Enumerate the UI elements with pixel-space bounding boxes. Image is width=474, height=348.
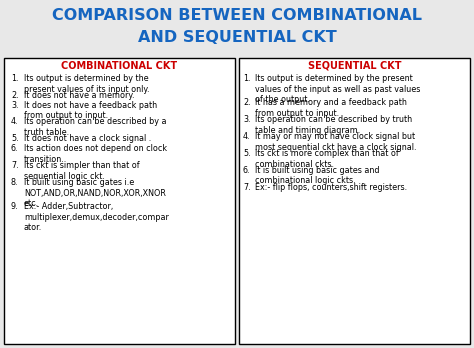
Text: 7.: 7. (243, 183, 251, 192)
Text: Its output is determined by the present
values of the input as well as past valu: Its output is determined by the present … (255, 74, 420, 104)
Text: Its ckt is simpler than that of
sequential logic ckt.: Its ckt is simpler than that of sequenti… (24, 161, 140, 181)
Text: 2.: 2. (243, 98, 251, 107)
Text: 3.: 3. (243, 115, 250, 124)
Text: COMBINATIONAL CKT: COMBINATIONAL CKT (62, 61, 178, 71)
Text: 1.: 1. (11, 74, 18, 83)
Text: It built using basic gates i.e
NOT,AND,OR,NAND,NOR,XOR,XNOR
etc.: It built using basic gates i.e NOT,AND,O… (24, 178, 166, 208)
Text: 5.: 5. (11, 134, 18, 143)
Text: It does not have a clock signal .: It does not have a clock signal . (24, 134, 151, 143)
Text: 7.: 7. (11, 161, 18, 170)
Text: Its operation can be described by a
truth table.: Its operation can be described by a trut… (24, 118, 166, 137)
Text: 1.: 1. (243, 74, 250, 83)
Text: 8.: 8. (11, 178, 18, 187)
Text: 6.: 6. (243, 166, 250, 175)
Text: 2.: 2. (11, 91, 18, 100)
Text: It does not have a feedback path
from output to input.: It does not have a feedback path from ou… (24, 101, 157, 120)
Text: Its ckt is more complex than that of
combinational ckts.: Its ckt is more complex than that of com… (255, 149, 399, 168)
Bar (239, 58, 470, 344)
Text: Ex:- flip flops, counters,shift registers.: Ex:- flip flops, counters,shift register… (255, 183, 407, 192)
Text: It may or may not have clock signal but
most sequential ckt have a clock signal.: It may or may not have clock signal but … (255, 132, 417, 152)
Text: 9.: 9. (11, 202, 18, 211)
Text: 5.: 5. (243, 149, 251, 158)
Text: Its output is determined by the
present values of its input only.: Its output is determined by the present … (24, 74, 149, 94)
Text: 4.: 4. (243, 132, 250, 141)
Text: 4.: 4. (11, 118, 18, 127)
Text: 3.: 3. (11, 101, 18, 110)
Text: COMPARISON BETWEEN COMBINATIONAL: COMPARISON BETWEEN COMBINATIONAL (52, 8, 422, 23)
Text: AND SEQUENTIAL CKT: AND SEQUENTIAL CKT (137, 30, 337, 45)
Text: It has a memory and a feedback path
from output to input.: It has a memory and a feedback path from… (255, 98, 407, 118)
Text: It is built using basic gates and
combinational logic ckts.: It is built using basic gates and combin… (255, 166, 380, 185)
Text: Its action does not depend on clock
transition.: Its action does not depend on clock tran… (24, 144, 167, 164)
Text: It does not have a memory.: It does not have a memory. (24, 91, 135, 100)
Text: Ex:- Adder,Subtractor,
multiplexer,demux,decoder,compar
ator.: Ex:- Adder,Subtractor, multiplexer,demux… (24, 202, 169, 232)
Text: SEQUENTIAL CKT: SEQUENTIAL CKT (308, 61, 401, 71)
Text: Its operation can be described by truth
table and timing diagram.: Its operation can be described by truth … (255, 115, 412, 135)
Text: 6.: 6. (11, 144, 18, 153)
Bar (4, 58, 235, 344)
